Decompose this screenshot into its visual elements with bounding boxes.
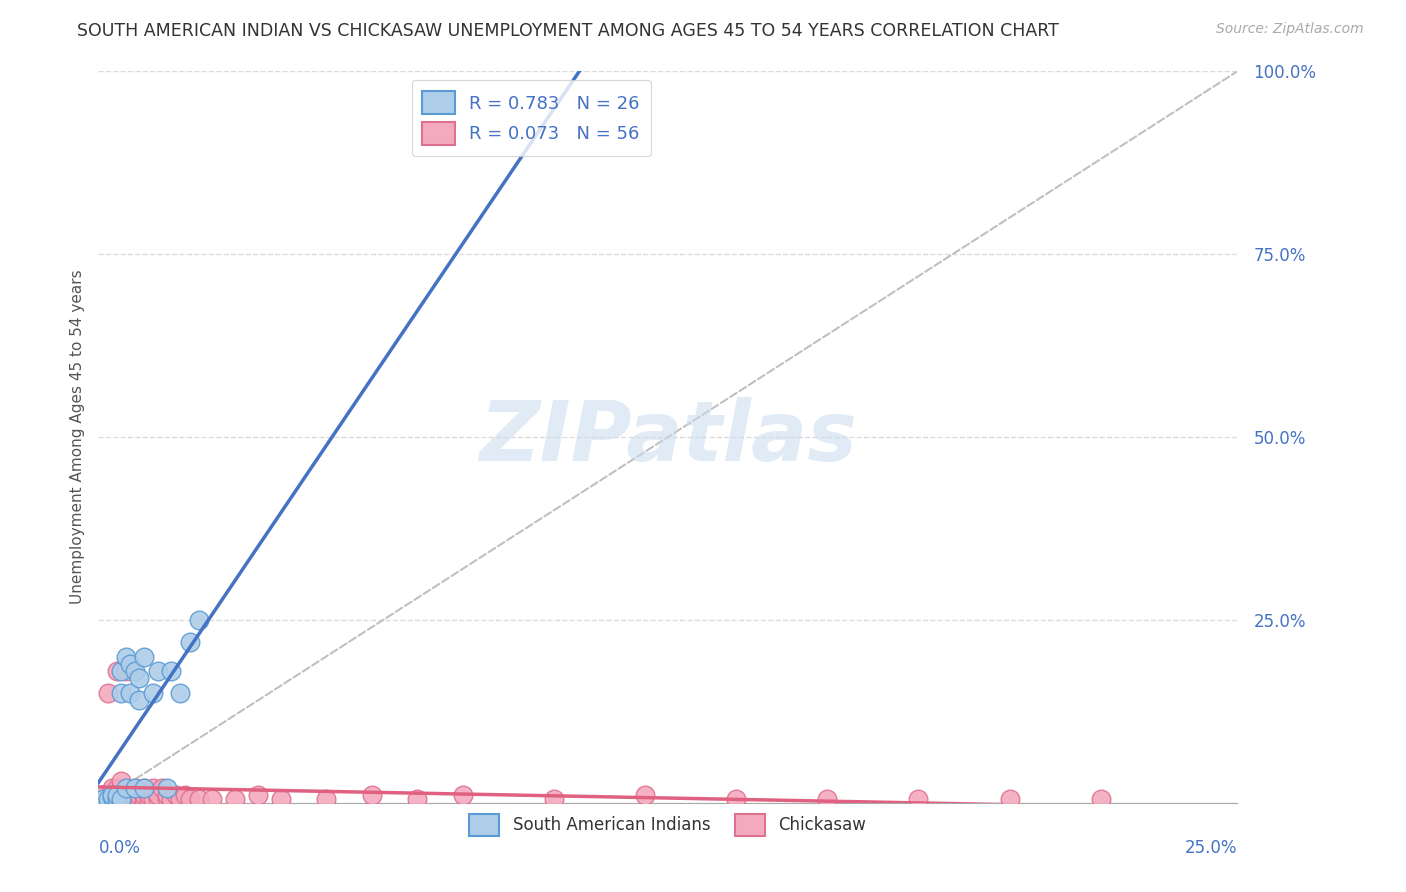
Point [142,781,165,796]
Point [174,789,197,803]
Point [114,789,136,803]
Point [146,789,169,803]
Point [110,781,132,796]
Point [110,789,132,803]
Point [101,789,124,803]
Text: 25.0%: 25.0% [1185,839,1237,857]
Point [105,664,128,678]
Point [124,664,146,678]
Point [146,664,169,678]
Point [132,789,155,803]
Point [128,789,150,803]
Point [105,792,128,806]
Point [187,613,209,627]
Point [91,792,114,806]
Point [146,792,169,806]
Point [451,789,474,803]
Legend: South American Indians, Chickasaw: South American Indians, Chickasaw [460,805,876,846]
Point [270,792,292,806]
Point [96,792,118,806]
Point [101,792,124,806]
Point [128,792,150,806]
Point [105,781,128,796]
Point [142,686,165,700]
Point [156,792,179,806]
Point [907,792,929,806]
Point [1090,792,1112,806]
Point [187,792,209,806]
Point [96,792,118,806]
Point [998,792,1021,806]
Point [634,789,657,803]
Point [138,789,160,803]
Point [142,792,165,806]
Point [156,789,179,803]
Point [406,792,429,806]
Point [169,686,191,700]
Point [114,649,136,664]
Point [179,635,201,649]
Point [156,781,179,796]
Point [120,686,142,700]
Point [110,773,132,788]
Point [201,792,224,806]
Point [124,792,146,806]
Point [105,792,128,806]
Point [91,789,114,803]
Point [360,789,382,803]
Point [138,792,160,806]
Point [110,792,132,806]
Point [165,789,187,803]
Point [110,686,132,700]
Point [120,789,142,803]
Text: 0.0%: 0.0% [98,839,141,857]
Point [120,792,142,806]
Point [110,664,132,678]
Point [160,664,183,678]
Point [179,792,201,806]
Point [132,781,155,796]
Text: SOUTH AMERICAN INDIAN VS CHICKASAW UNEMPLOYMENT AMONG AGES 45 TO 54 YEARS CORREL: SOUTH AMERICAN INDIAN VS CHICKASAW UNEMP… [77,22,1059,40]
Point [132,649,155,664]
Point [543,792,565,806]
Point [91,792,114,806]
Point [101,781,124,796]
Point [169,792,191,806]
Point [120,657,142,671]
Point [101,789,124,804]
Point [160,792,183,806]
Point [132,781,155,796]
Text: Source: ZipAtlas.com: Source: ZipAtlas.com [1216,22,1364,37]
Point [101,789,124,803]
Y-axis label: Unemployment Among Ages 45 to 54 years: Unemployment Among Ages 45 to 54 years [69,269,84,605]
Point [725,792,748,806]
Point [224,792,246,806]
Point [150,781,173,796]
Point [815,792,838,806]
Text: ZIPatlas: ZIPatlas [479,397,856,477]
Point [114,664,136,678]
Point [315,792,337,806]
Point [96,686,118,700]
Point [110,792,132,806]
Point [105,789,128,803]
Point [124,781,146,796]
Point [128,693,150,707]
Point [132,792,155,806]
Point [128,672,150,686]
Point [246,789,269,803]
Point [114,792,136,806]
Point [114,781,136,796]
Point [124,781,146,796]
